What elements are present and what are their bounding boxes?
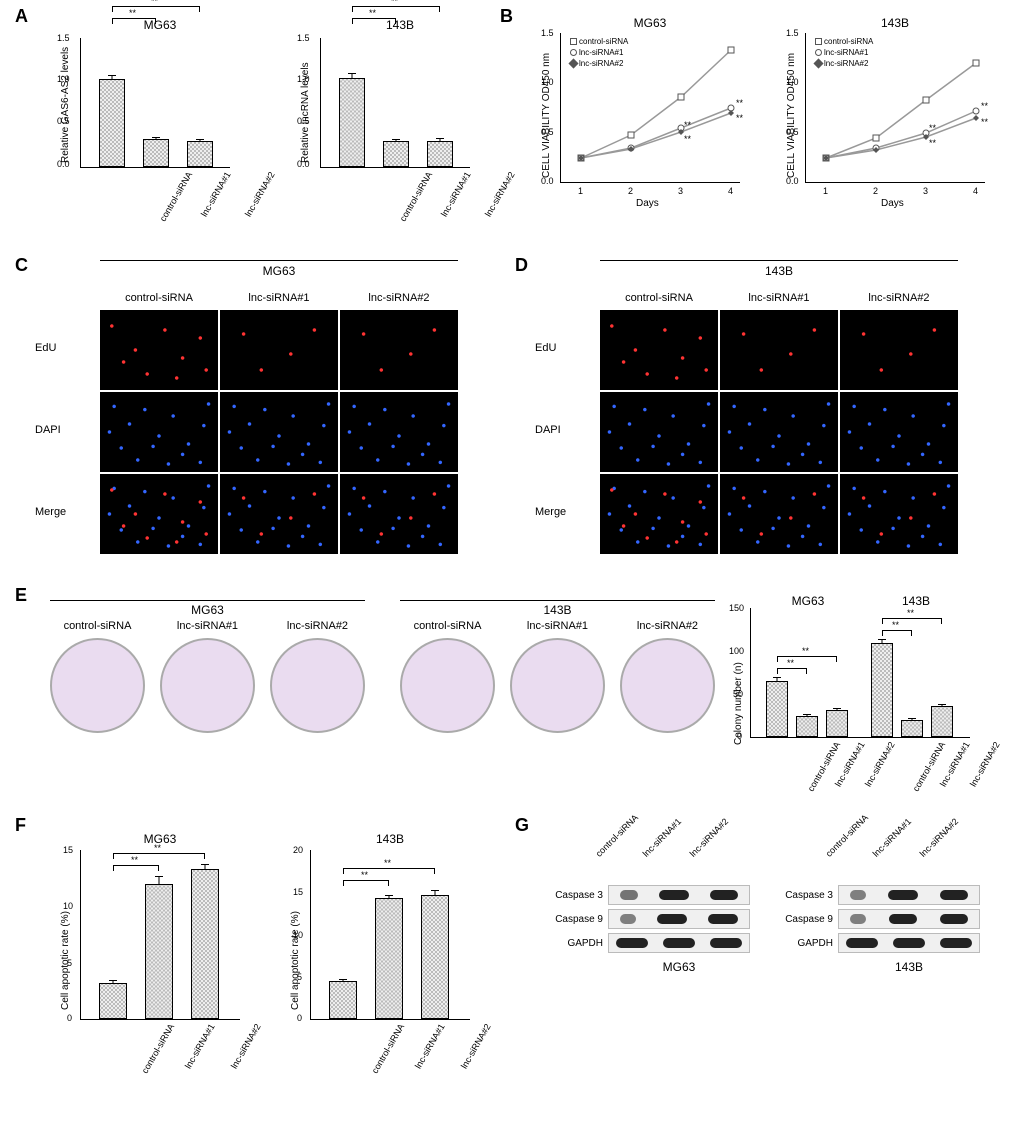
panel-f-label: F	[15, 815, 26, 836]
a-mg63-chart: 1.5 1.0 0.5 0.0 ** **	[80, 38, 230, 168]
panel-d-label: D	[515, 255, 528, 276]
panel-a: MG63 143B Relative GAS6-AS2 levels 1.5 1…	[30, 8, 490, 228]
f2-bar-si1	[375, 898, 403, 1019]
f1-bar-ctrl	[99, 983, 127, 1019]
a2-ylabel: Relative lncRNA levels	[300, 43, 311, 163]
f-143b-chart: 20 15 10 5 0 ** **	[310, 850, 470, 1020]
g-143b-blot: control-siRNA lnc-siRNA#1 lnc-siRNA#2 Ca…	[780, 840, 980, 974]
b-legend-1: control-siRNA lnc-siRNA#1 lnc-siRNA#2	[570, 36, 628, 69]
a1-bar-ctrl	[99, 79, 125, 167]
panel-c-label: C	[15, 255, 28, 276]
c-grid	[100, 310, 458, 554]
panel-e: MG63 control-siRNA lnc-siRNA#1 lnc-siRNA…	[30, 590, 1000, 790]
d-title: 143B	[600, 260, 958, 278]
a2-bar-ctrl	[339, 78, 365, 167]
a-mg63-title: MG63	[100, 18, 220, 32]
f-mg63-chart: 15 10 5 0 ** **	[80, 850, 240, 1020]
f1-bar-si2	[191, 869, 219, 1019]
a2-bar-si2	[427, 141, 453, 167]
e-bar-mg63-ctrl	[766, 681, 788, 737]
b-xlabel-2: Days	[881, 198, 904, 209]
e-bar-143b-si1	[901, 720, 923, 737]
panel-a-label: A	[15, 6, 28, 27]
f2-bar-ctrl	[329, 981, 357, 1019]
panel-c: MG63 control-siRNA lnc-siRNA#1 lnc-siRNA…	[30, 260, 490, 570]
f1-ylabel: Cell apoptotic rate (%)	[60, 860, 71, 1010]
e-ylabel: Colony number (n)	[733, 615, 744, 745]
a-143b-chart: 1.5 1.0 0.5 0.0 ** **	[320, 38, 470, 168]
f1-bar-si1	[145, 884, 173, 1019]
b-ylabel-2: CELL VIABILITY OD450 nm	[786, 38, 797, 178]
a1-bar-si2	[187, 141, 213, 167]
panel-g-label: G	[515, 815, 529, 836]
b-mg63-title: MG63	[600, 16, 700, 30]
panel-g: control-siRNA lnc-siRNA#1 lnc-siRNA#2 Ca…	[530, 820, 990, 1120]
panel-b: MG63 143B CELL VIABILITY OD450 nm 1.5 1.…	[505, 8, 1005, 228]
a-143b-title: 143B	[340, 18, 460, 32]
e-bar-143b-si2	[931, 706, 953, 737]
b-ylabel-1: CELL VIABILITY OD450 nm	[541, 38, 552, 178]
a1-bar-si1	[143, 139, 169, 167]
panel-d: 143B control-siRNA lnc-siRNA#1 lnc-siRNA…	[530, 260, 990, 570]
e-bar-mg63-si2	[826, 710, 848, 737]
c-title: MG63	[100, 260, 458, 278]
a2-bar-si1	[383, 141, 409, 167]
b-xlabel-1: Days	[636, 198, 659, 209]
panel-e-label: E	[15, 585, 27, 606]
e-plates-143b: 143B control-siRNA lnc-siRNA#1 lnc-siRNA…	[400, 610, 715, 733]
e-bar-mg63-si1	[796, 716, 818, 737]
e-bar-143b-ctrl	[871, 643, 893, 737]
a1-ylabel: Relative GAS6-AS2 levels	[60, 43, 71, 163]
b-143b-title: 143B	[845, 16, 945, 30]
e-plates-mg63: MG63 control-siRNA lnc-siRNA#1 lnc-siRNA…	[50, 610, 365, 733]
b-legend-2: control-siRNA lnc-siRNA#1 lnc-siRNA#2	[815, 36, 873, 69]
e-chart: MG63 143B 150 100 50 0 ** ** ** **	[750, 608, 970, 738]
d-grid	[600, 310, 958, 554]
f2-bar-si2	[421, 895, 449, 1019]
panel-f: MG63 143B Cell apoptotic rate (%) 15 10 …	[30, 820, 500, 1120]
g-mg63-blot: control-siRNA lnc-siRNA#1 lnc-siRNA#2 Ca…	[550, 840, 750, 974]
